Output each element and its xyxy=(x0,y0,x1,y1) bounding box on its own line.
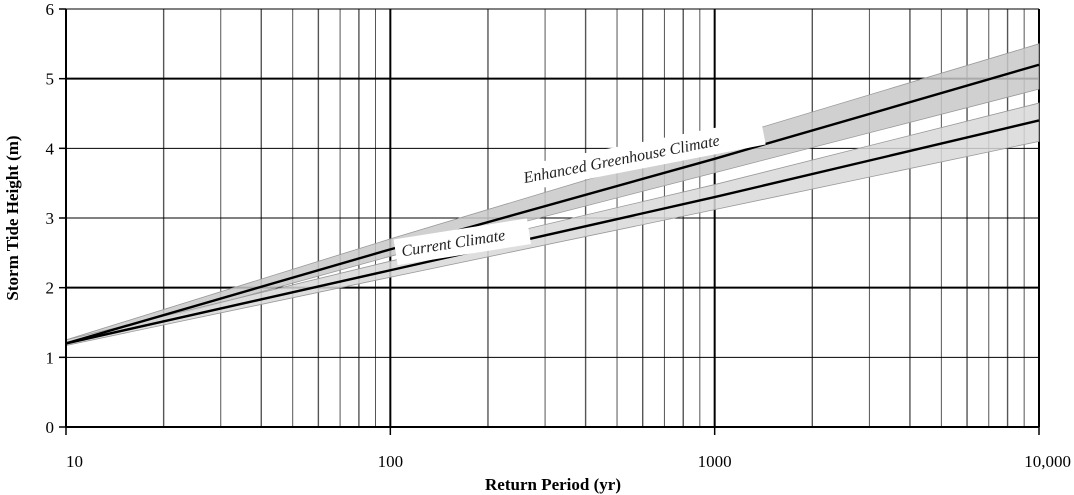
y-tick-label: 3 xyxy=(46,209,55,228)
y-tick-label: 2 xyxy=(46,279,55,298)
x-tick-label: 10,000 xyxy=(1024,452,1071,471)
series-line-1 xyxy=(65,119,1040,345)
annotation-bg xyxy=(393,218,531,266)
annotation-bg xyxy=(515,118,766,193)
x-tick-label: 1000 xyxy=(698,452,732,471)
y-tick-label: 6 xyxy=(46,0,55,19)
series-line-0 xyxy=(65,63,1040,345)
tick-labels: 0 1 2 3 4 5 6 10 100 1000 10,000 xyxy=(46,0,1072,471)
series-band-1 xyxy=(65,102,1040,346)
y-tick-label: 4 xyxy=(46,139,55,158)
y-tick-label: 0 xyxy=(46,418,55,437)
y-tick-label: 5 xyxy=(46,70,55,89)
x-tick-label: 100 xyxy=(378,452,404,471)
major-gridlines xyxy=(65,8,1040,428)
axes xyxy=(59,8,1040,435)
y-axis-title: Storm Tide Height (m) xyxy=(3,135,22,300)
x-axis-title: Return Period (yr) xyxy=(485,475,621,494)
series-lines xyxy=(65,63,1040,345)
x-tick-label: 10 xyxy=(66,452,83,471)
y-tick-label: 1 xyxy=(46,348,55,367)
